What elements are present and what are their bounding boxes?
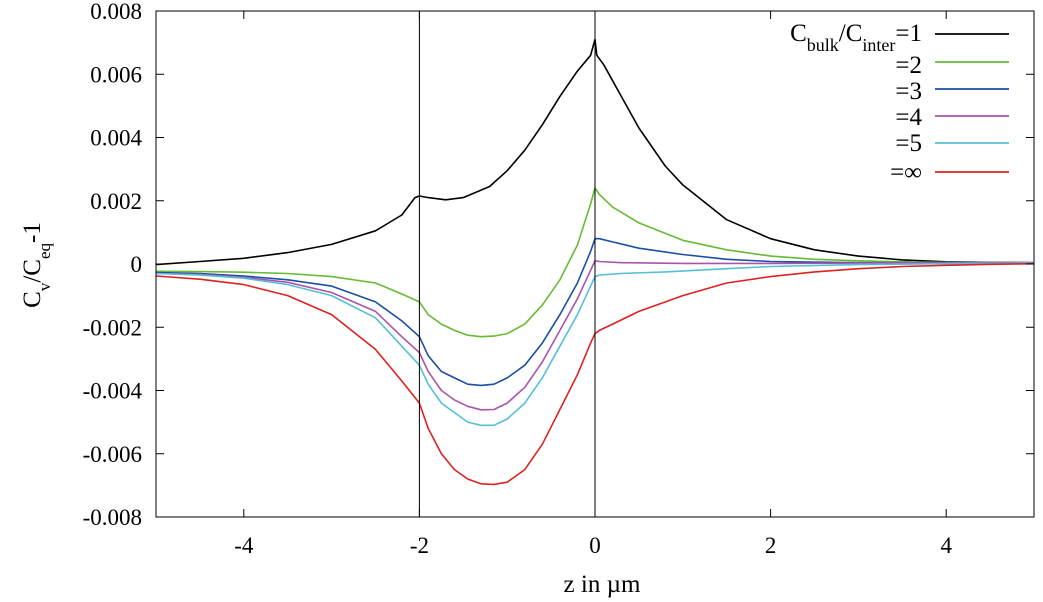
series-line-5 xyxy=(155,262,1035,427)
series-line-6 xyxy=(155,262,1035,486)
series-line-3 xyxy=(155,237,1034,387)
x-axis-label: z in µm xyxy=(564,571,641,598)
legend-label-4: =4 xyxy=(895,104,922,131)
x-tick-label: 0 xyxy=(589,533,601,558)
y-tick-label: 0 xyxy=(131,252,143,277)
legend-label-3: =3 xyxy=(895,78,922,105)
y-tick-label: 0.006 xyxy=(90,62,142,87)
series-line-4 xyxy=(155,260,1034,411)
x-tick-label: -4 xyxy=(234,533,254,558)
axis-ticks: -4 -2 0 2 4 0.008 0.006 0.004 0.002 0 -0.002 -0.004… xyxy=(83,0,1034,558)
legend-label-2: =2 xyxy=(895,52,922,79)
series-line-2 xyxy=(155,187,1034,338)
series-line-1 xyxy=(155,38,1035,266)
x-tick-label: 4 xyxy=(940,533,952,558)
series-layer xyxy=(155,38,1035,486)
y-tick-label: -0.002 xyxy=(83,315,142,340)
y-tick-label: -0.004 xyxy=(83,379,143,404)
legend-label-1: Cbulk/Cinter=1 xyxy=(790,20,922,55)
plot-frame xyxy=(155,10,1035,518)
x-tick-label: 2 xyxy=(765,533,777,558)
x-tick-label: -2 xyxy=(410,533,429,558)
vertical-reference-lines xyxy=(418,11,596,517)
y-tick-label: 0.002 xyxy=(90,189,142,214)
y-tick-label: -0.008 xyxy=(83,505,142,530)
legend: Cbulk/Cinter=1 =2 =3 =4 =5 =∞ xyxy=(790,20,1009,186)
y-axis-label: Cv/Ceq-1 xyxy=(19,222,54,308)
legend-swatches xyxy=(935,33,1009,173)
y-tick-label: 0.004 xyxy=(90,126,142,151)
legend-label-6: =∞ xyxy=(890,159,922,186)
y-tick-label: 0.008 xyxy=(90,0,142,24)
legend-label-5: =5 xyxy=(895,130,922,157)
y-tick-label: -0.006 xyxy=(83,442,142,467)
